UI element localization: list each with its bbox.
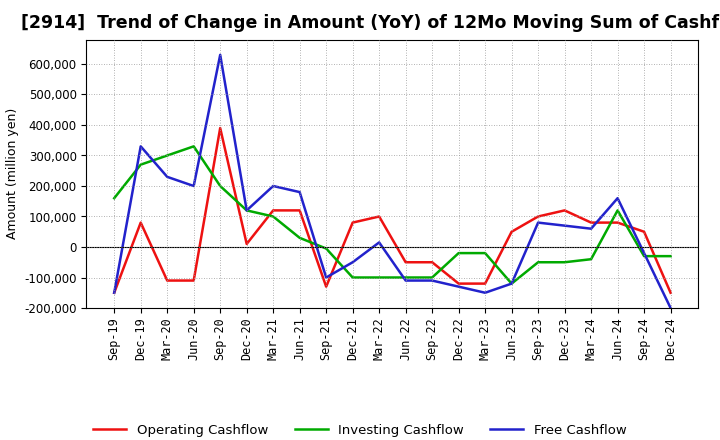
Free Cashflow [189,183,198,189]
Investing Cashflow [136,162,145,167]
Operating Cashflow [136,220,145,225]
Investing Cashflow [666,253,675,259]
Y-axis label: Amount (million yen): Amount (million yen) [6,108,19,239]
Investing Cashflow [454,250,463,256]
Operating Cashflow [189,278,198,283]
Line: Investing Cashflow: Investing Cashflow [114,147,670,284]
Investing Cashflow [481,250,490,256]
Investing Cashflow [560,260,569,265]
Free Cashflow [375,240,384,245]
Free Cashflow [136,144,145,149]
Investing Cashflow [295,235,304,241]
Operating Cashflow [322,284,330,289]
Operating Cashflow [348,220,357,225]
Free Cashflow [560,223,569,228]
Operating Cashflow [428,260,436,265]
Investing Cashflow [508,281,516,286]
Investing Cashflow [322,246,330,251]
Investing Cashflow [216,183,225,189]
Operating Cashflow [534,214,542,219]
Operating Cashflow [295,208,304,213]
Investing Cashflow [110,195,119,201]
Operating Cashflow [508,229,516,235]
Free Cashflow [613,195,622,201]
Free Cashflow [163,174,171,180]
Investing Cashflow [243,208,251,213]
Free Cashflow [243,208,251,213]
Free Cashflow [348,260,357,265]
Line: Operating Cashflow: Operating Cashflow [114,128,670,293]
Operating Cashflow [163,278,171,283]
Operating Cashflow [243,241,251,246]
Investing Cashflow [587,257,595,262]
Operating Cashflow [454,281,463,286]
Line: Free Cashflow: Free Cashflow [114,55,670,308]
Investing Cashflow [613,208,622,213]
Free Cashflow [428,278,436,283]
Free Cashflow [481,290,490,295]
Free Cashflow [322,275,330,280]
Title: [2914]  Trend of Change in Amount (YoY) of 12Mo Moving Sum of Cashflows: [2914] Trend of Change in Amount (YoY) o… [21,15,720,33]
Operating Cashflow [613,220,622,225]
Operating Cashflow [110,290,119,295]
Operating Cashflow [269,208,277,213]
Operating Cashflow [640,229,649,235]
Operating Cashflow [375,214,384,219]
Investing Cashflow [163,153,171,158]
Operating Cashflow [666,290,675,295]
Investing Cashflow [534,260,542,265]
Free Cashflow [666,305,675,311]
Investing Cashflow [375,275,384,280]
Free Cashflow [454,284,463,289]
Investing Cashflow [269,214,277,219]
Free Cashflow [401,278,410,283]
Free Cashflow [216,52,225,58]
Operating Cashflow [401,260,410,265]
Free Cashflow [508,281,516,286]
Legend: Operating Cashflow, Investing Cashflow, Free Cashflow: Operating Cashflow, Investing Cashflow, … [88,418,632,440]
Free Cashflow [640,250,649,256]
Free Cashflow [295,190,304,195]
Operating Cashflow [587,220,595,225]
Investing Cashflow [401,275,410,280]
Free Cashflow [534,220,542,225]
Investing Cashflow [189,144,198,149]
Free Cashflow [269,183,277,189]
Operating Cashflow [560,208,569,213]
Investing Cashflow [428,275,436,280]
Operating Cashflow [216,125,225,131]
Operating Cashflow [481,281,490,286]
Free Cashflow [110,290,119,295]
Investing Cashflow [640,253,649,259]
Free Cashflow [587,226,595,231]
Investing Cashflow [348,275,357,280]
